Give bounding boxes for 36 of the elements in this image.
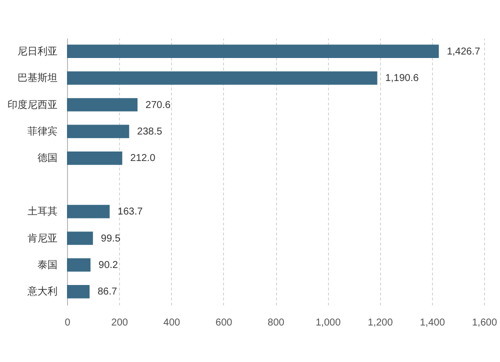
bar <box>67 71 378 85</box>
bar <box>67 284 90 298</box>
x-tick-label: 1,200 <box>368 318 394 328</box>
x-tick-label: 1,600 <box>472 318 498 328</box>
y-tick-label: 菲律宾 <box>28 125 58 138</box>
bar <box>67 124 130 138</box>
y-tick-label: 巴基斯坦 <box>18 72 58 84</box>
bar <box>67 258 91 272</box>
data-label: 99.5 <box>100 233 121 244</box>
bar <box>67 232 93 245</box>
y-tick-label: 土耳其 <box>28 206 58 218</box>
data-label: 1,426.7 <box>446 46 481 58</box>
data-label: 238.5 <box>137 126 163 138</box>
data-label: 90.2 <box>98 260 118 271</box>
bar <box>67 98 138 112</box>
x-tick-label: 600 <box>216 318 233 328</box>
y-tick-label: 肯尼亚 <box>28 232 58 244</box>
data-label: 86.7 <box>98 286 118 298</box>
x-tick-label: 400 <box>163 318 181 328</box>
x-tick-label: 800 <box>268 318 285 328</box>
y-tick-label: 泰国 <box>38 260 58 271</box>
data-label: 1,190.6 <box>385 73 420 84</box>
x-tick-label: 200 <box>111 318 128 328</box>
x-tick-label: 1,000 <box>316 318 342 328</box>
bar <box>67 44 439 58</box>
x-tick-label: 1,400 <box>420 318 446 328</box>
data-label: 163.7 <box>118 206 144 218</box>
y-tick-label: 印度尼西亚 <box>8 98 58 111</box>
bar <box>67 204 110 218</box>
data-label: 212.0 <box>130 153 156 164</box>
x-tick-label: 0 <box>64 318 71 328</box>
y-tick-label: 尼日利亚 <box>18 45 58 58</box>
y-tick-label: 德国 <box>38 153 58 164</box>
y-tick-label: 意大利 <box>26 286 58 298</box>
bar <box>67 151 122 165</box>
data-label: 270.6 <box>146 100 171 111</box>
